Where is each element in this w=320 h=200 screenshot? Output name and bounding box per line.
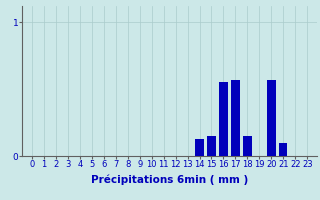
Bar [219,82,228,156]
Bar [207,136,216,156]
Bar [243,136,252,156]
Bar [195,139,204,156]
X-axis label: Précipitations 6min ( mm ): Précipitations 6min ( mm ) [91,175,248,185]
Bar [231,80,240,156]
Bar [267,80,276,156]
Bar [279,143,287,156]
